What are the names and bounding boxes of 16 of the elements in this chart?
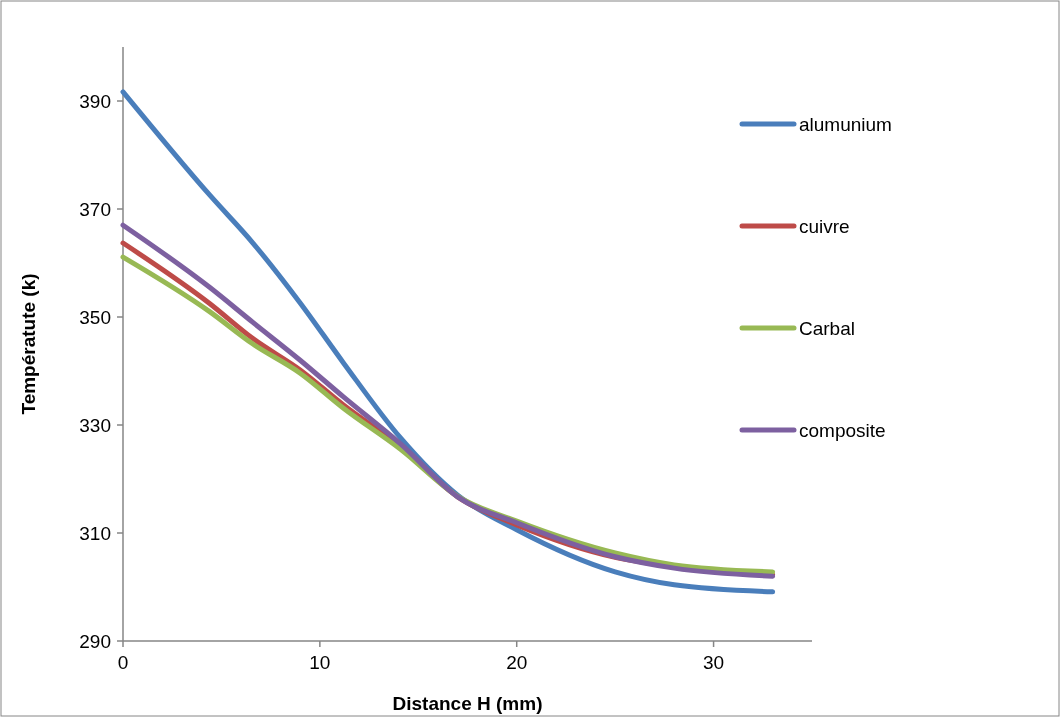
y-tick-label: 290: [79, 630, 111, 652]
legend-label: composite: [799, 419, 886, 441]
legend-label: Carbal: [799, 317, 855, 339]
x-tick-label: 20: [506, 652, 528, 673]
legend-label: cuivre: [799, 215, 850, 237]
y-tick-label: 370: [79, 198, 111, 220]
x-axis-title: Distance H (mm): [392, 693, 543, 714]
y-tick-label: 350: [79, 306, 111, 328]
y-tick-label: 390: [79, 90, 111, 112]
x-tick-label: 30: [703, 652, 725, 673]
x-tick-label: 10: [309, 652, 331, 673]
y-axis-title: Températute (k): [18, 273, 39, 415]
y-tick-label: 330: [79, 414, 111, 436]
legend-label: alumunium: [799, 113, 892, 135]
y-tick-label: 310: [79, 522, 111, 544]
x-tick-label: 0: [117, 652, 129, 673]
